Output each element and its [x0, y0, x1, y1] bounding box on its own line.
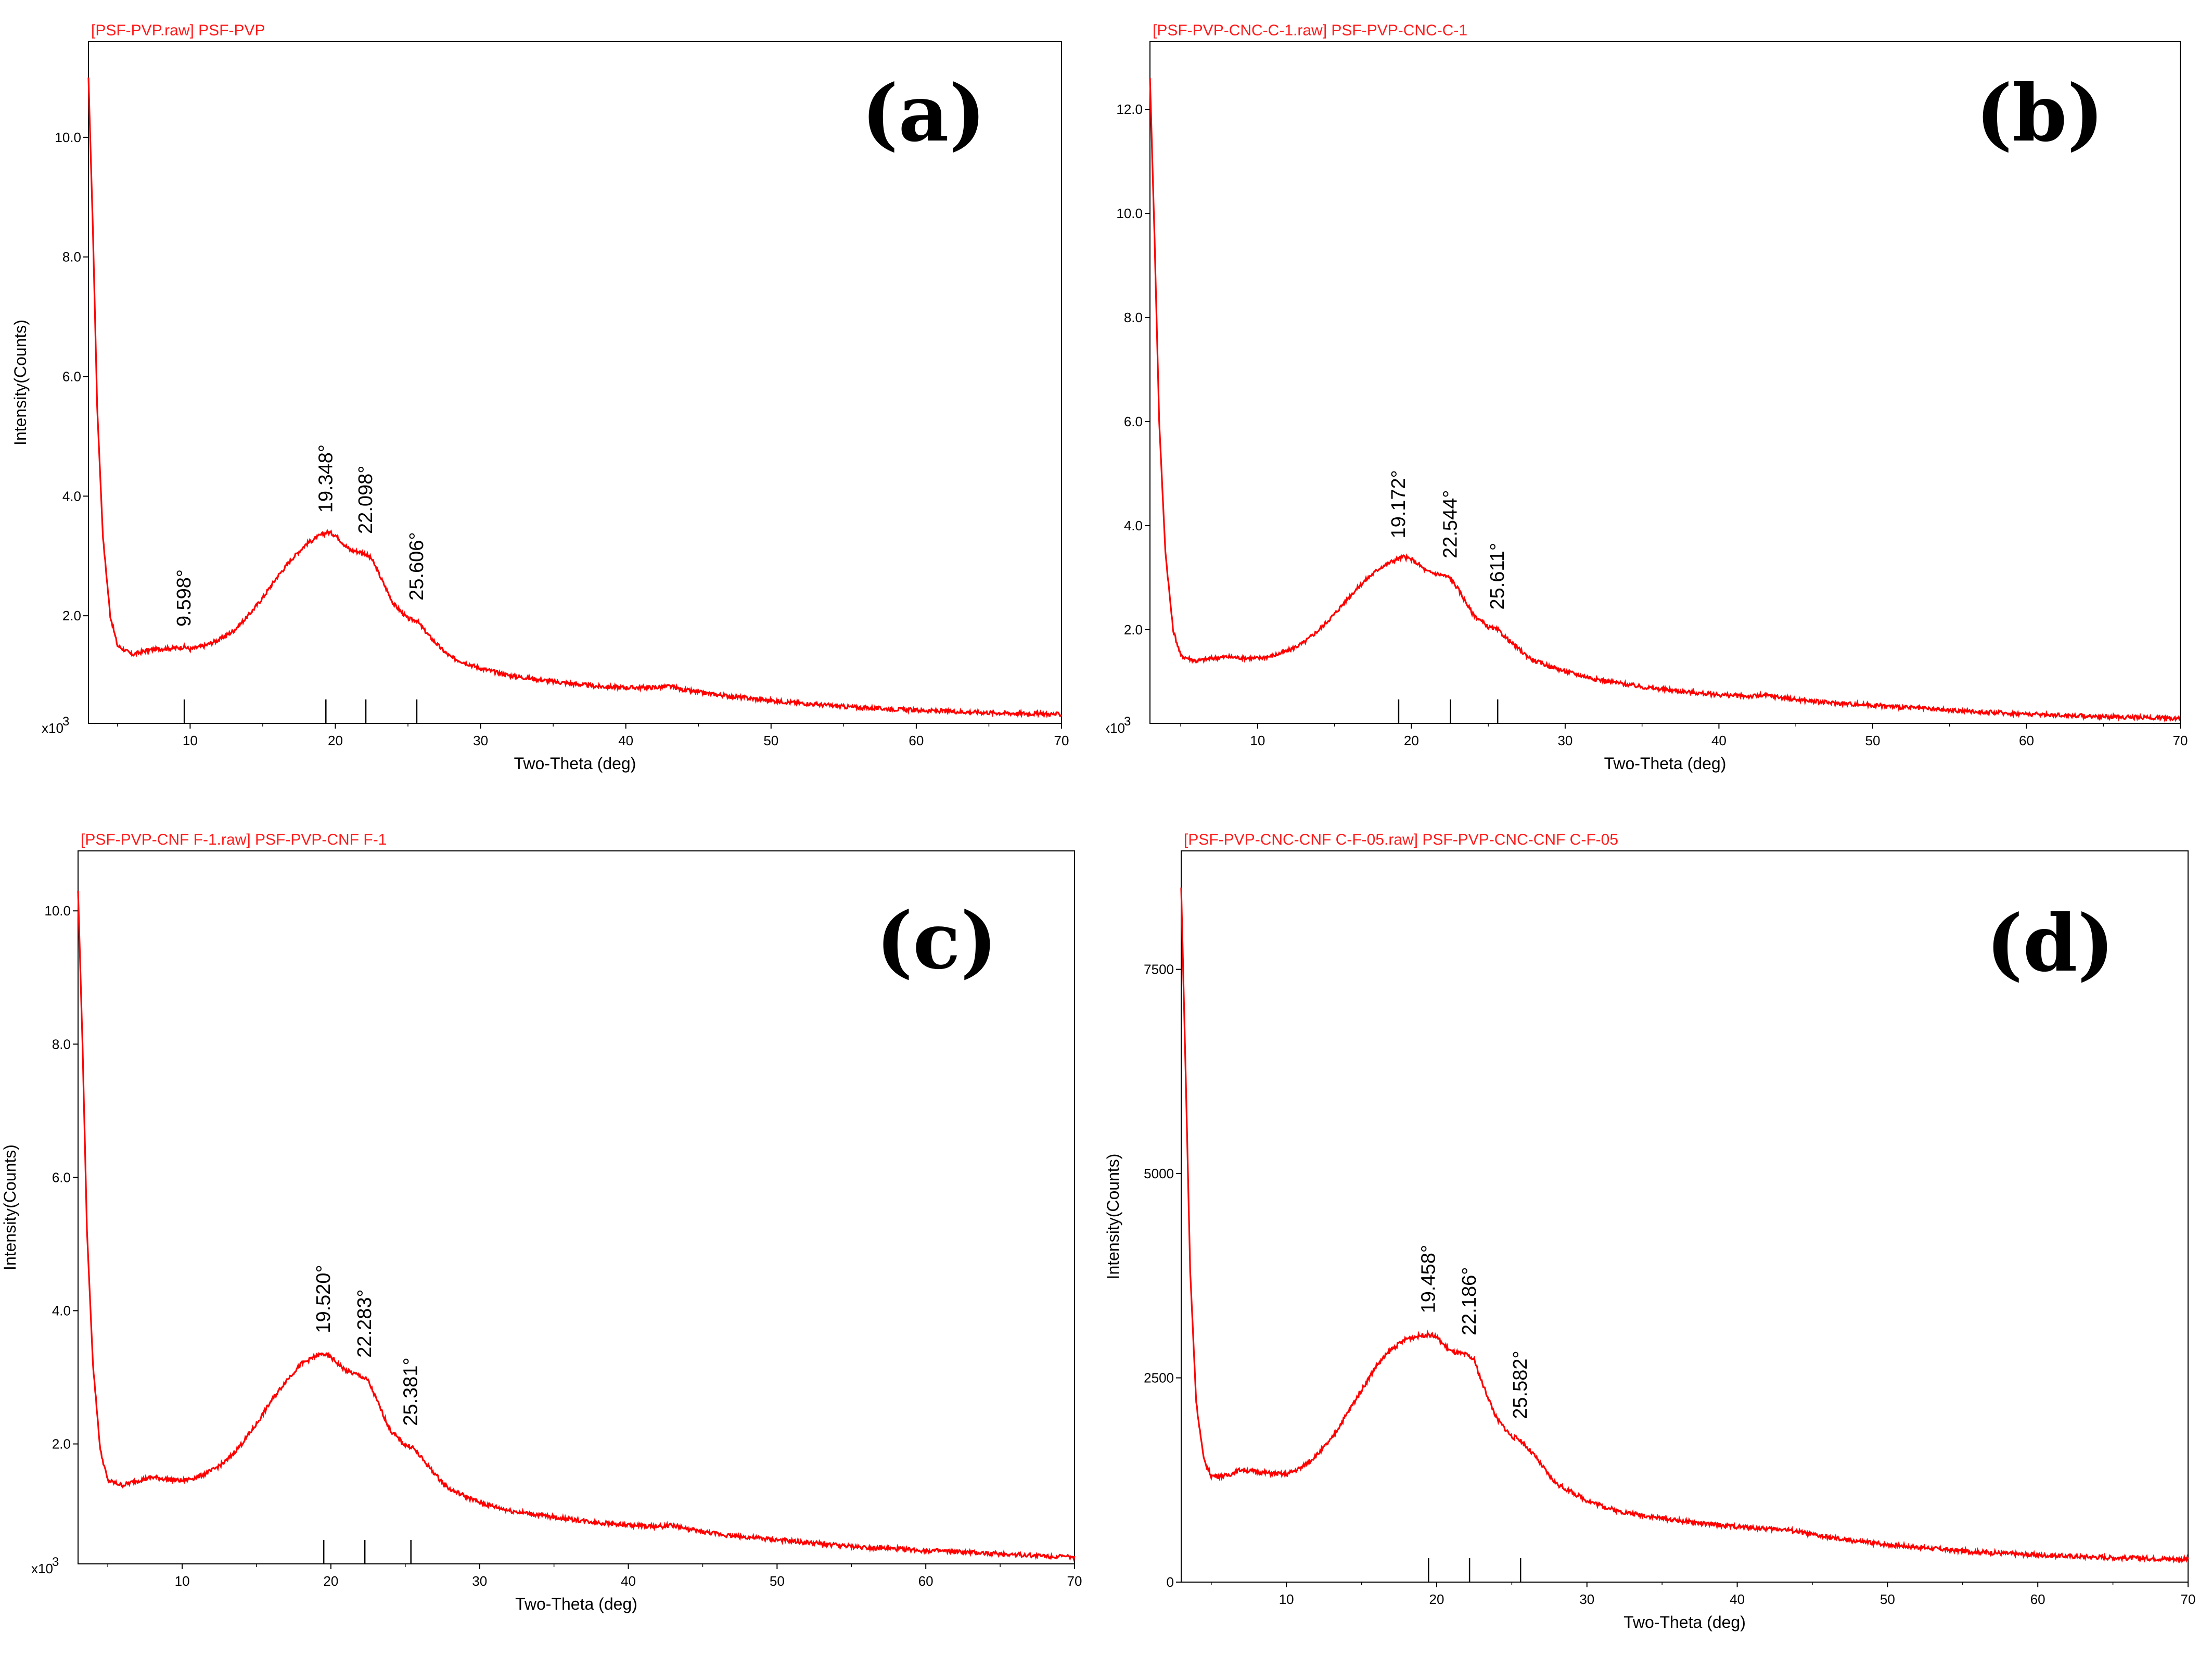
x-tick-label: 10 [1250, 733, 1265, 748]
y-tick-label: 4.0 [62, 488, 81, 504]
plot-frame [78, 850, 1075, 1564]
peak-label: 25.381° [400, 1357, 422, 1425]
series-line [1149, 78, 2181, 723]
peak-label: 19.348° [315, 444, 337, 513]
x-tick-label: 30 [1579, 1591, 1594, 1607]
y-tick-label: 6.0 [62, 369, 81, 385]
y-tick-label: 10.0 [1116, 206, 1143, 221]
chart-panel-c: [PSF-PVP-CNF F-1.raw] PSF-PVP-CNF F-1 (c)… [0, 827, 1106, 1653]
peak-label: 22.186° [1459, 1267, 1480, 1335]
panel-label: (d) [1986, 898, 2115, 989]
peak-label: 25.582° [1510, 1351, 1531, 1419]
y-axis-title: Intensity(Counts) [1106, 1154, 1122, 1280]
series-line [77, 890, 1076, 1562]
x-tick-label: 40 [1711, 733, 1727, 748]
y-multiplier-exponent: 3 [62, 715, 69, 729]
y-multiplier: x10 [42, 720, 63, 736]
x-tick-label: 20 [328, 733, 343, 748]
y-tick-label: 0 [1167, 1574, 1174, 1590]
y-tick-label: 2500 [1144, 1370, 1174, 1386]
series-line [1180, 887, 2189, 1564]
panel-label: (b) [1976, 68, 2104, 159]
x-tick-label: 50 [763, 733, 778, 748]
y-tick-label: 8.0 [1124, 310, 1143, 325]
peak-label: 22.098° [355, 466, 377, 534]
x-tick-label: 60 [909, 733, 924, 748]
y-tick-label: 6.0 [52, 1169, 71, 1185]
x-tick-label: 70 [1067, 1573, 1082, 1589]
x-tick-label: 10 [1279, 1591, 1294, 1607]
x-tick-label: 40 [621, 1573, 636, 1589]
y-tick-label: 2.0 [62, 608, 81, 623]
chart-title: [PSF-PVP.raw] PSF-PVP [91, 22, 265, 39]
x-tick-label: 70 [2173, 733, 2188, 748]
x-tick-label: 50 [1880, 1591, 1895, 1607]
chart-svg: [PSF-PVP-CNC-CNF C-F-05.raw] PSF-PVP-CNC… [1104, 831, 2196, 1632]
y-tick-label: 5000 [1144, 1166, 1174, 1181]
peak-label: 19.172° [1388, 470, 1410, 538]
x-tick-label: 30 [472, 1573, 487, 1589]
panel-label: (c) [876, 895, 997, 987]
x-tick-label: 70 [1054, 733, 1069, 748]
chart-panel-a: [PSF-PVP.raw] PSF-PVP (a) 10 20 30 40 50 60 70 2.… [0, 0, 1106, 826]
x-tick-label: 40 [618, 733, 633, 748]
y-tick-label: 7500 [1144, 962, 1174, 977]
peak-label: 19.520° [313, 1265, 335, 1333]
peak-label: 25.606° [406, 532, 428, 600]
x-tick-label: 40 [1730, 1591, 1745, 1607]
chart-title: [PSF-PVP-CNC-C-1.raw] PSF-PVP-CNC-C-1 [1153, 22, 1467, 39]
peak-label: 19.458° [1417, 1245, 1439, 1313]
chart-panel-d: [PSF-PVP-CNC-CNF C-F-05.raw] PSF-PVP-CNC… [1104, 827, 2212, 1653]
chart-svg: [PSF-PVP.raw] PSF-PVP (a) 10 20 30 40 50 60 70 2.… [11, 22, 1069, 773]
x-tick-label: 20 [1429, 1591, 1444, 1607]
y-tick-label: 8.0 [52, 1036, 71, 1052]
x-tick-label: 10 [183, 733, 198, 748]
x-tick-label: 50 [770, 1573, 785, 1589]
peak-label: 25.611° [1487, 543, 1508, 610]
y-tick-label: 2.0 [52, 1436, 71, 1452]
y-tick-label: 4.0 [52, 1303, 71, 1318]
y-axis-title: Intensity(Counts) [1, 1144, 19, 1270]
x-axis-title: Two-Theta (deg) [1623, 1613, 1746, 1632]
series-line [87, 77, 1063, 719]
panel-label: (a) [861, 68, 986, 159]
plot-frame [88, 41, 1062, 724]
x-tick-label: 70 [2181, 1591, 2196, 1607]
y-tick-label: 8.0 [62, 249, 81, 265]
x-tick-label: 30 [473, 733, 488, 748]
peak-label: 22.283° [354, 1289, 376, 1357]
y-tick-label: 6.0 [1124, 414, 1143, 429]
peak-label: 22.544° [1440, 490, 1462, 558]
x-tick-label: 60 [918, 1573, 934, 1589]
x-tick-label: 20 [323, 1573, 338, 1589]
chart-panel-b: [PSF-PVP-CNC-C-1.raw] PSF-PVP-CNC-C-1 (b)… [1072, 0, 2212, 826]
y-multiplier-exponent: 3 [52, 1555, 59, 1569]
y-tick-label: 12.0 [1116, 101, 1143, 117]
chart-svg: [PSF-PVP-CNF F-1.raw] PSF-PVP-CNF F-1 (c)… [1, 831, 1082, 1613]
y-tick-label: 2.0 [1124, 622, 1143, 638]
x-axis-title: Two-Theta (deg) [1604, 754, 1727, 773]
x-axis-title: Two-Theta (deg) [515, 1595, 637, 1613]
x-tick-label: 20 [1404, 733, 1419, 748]
x-axis-title: Two-Theta (deg) [514, 754, 636, 773]
plot-frame [1181, 850, 2189, 1583]
chart-title: [PSF-PVP-CNC-CNF C-F-05.raw] PSF-PVP-CNC… [1184, 831, 1618, 848]
peak-label: 9.598° [173, 569, 195, 627]
chart-title: [PSF-PVP-CNF F-1.raw] PSF-PVP-CNF F-1 [81, 831, 387, 848]
x-tick-label: 60 [2019, 733, 2034, 748]
x-tick-label: 60 [2030, 1591, 2045, 1607]
x-tick-label: 10 [175, 1573, 190, 1589]
y-tick-label: 10.0 [44, 903, 71, 919]
x-tick-label: 50 [1865, 733, 1880, 748]
chart-svg: [PSF-PVP-CNC-C-1.raw] PSF-PVP-CNC-C-1 (b)… [1072, 22, 2188, 773]
y-multiplier-exponent: 3 [1124, 715, 1131, 729]
y-axis-title: Intensity(Counts) [11, 320, 30, 445]
y-tick-label: 10.0 [55, 130, 81, 145]
x-tick-label: 30 [1557, 733, 1572, 748]
y-multiplier: x10 [1106, 720, 1125, 736]
plot-frame [1149, 41, 2181, 724]
y-tick-label: 4.0 [1124, 518, 1143, 533]
y-multiplier: x10 [31, 1561, 53, 1576]
